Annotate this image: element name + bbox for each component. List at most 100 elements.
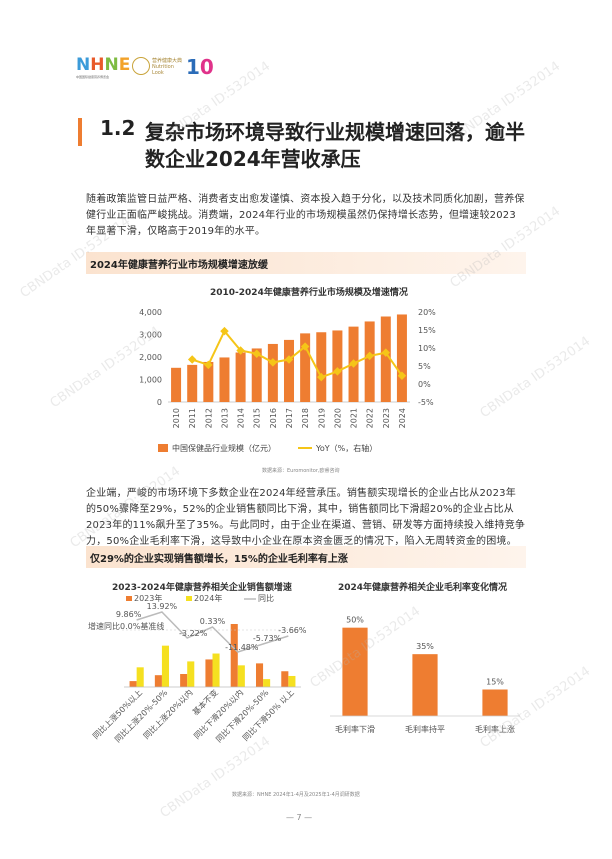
y-right-tick-label: 5% bbox=[418, 362, 431, 371]
sales-bar-2023 bbox=[180, 674, 188, 687]
partner-emblem-icon bbox=[132, 57, 150, 75]
market-size-bar bbox=[267, 343, 278, 402]
legend-swatch-line bbox=[298, 447, 312, 449]
y-right-tick-label: 10% bbox=[418, 344, 436, 353]
nhne-logo-subtitle: 中国国际健康营养博览会 bbox=[76, 75, 110, 79]
nhne-logo: NHNE bbox=[76, 55, 131, 75]
watermark: CBNData ID:532014 bbox=[477, 333, 594, 422]
yoy-point bbox=[236, 346, 245, 355]
yoy-label: -3.22% bbox=[179, 629, 208, 638]
y-left-tick-label: 2,000 bbox=[139, 353, 162, 362]
chart1-source: 数据来源：Euromonitor,欧睿咨询 bbox=[262, 468, 340, 474]
chart3-title: 2024年健康营养相关企业毛利率变化情况 bbox=[338, 583, 508, 593]
yoy-point bbox=[284, 355, 294, 364]
x-tick-label: 2020 bbox=[333, 408, 342, 428]
x-tick-label: 2012 bbox=[204, 408, 213, 428]
x-tick-label: 2022 bbox=[366, 408, 375, 428]
x-tick-label: 2021 bbox=[350, 408, 359, 428]
sales-bar-2023 bbox=[281, 671, 289, 687]
gross-margin-chart: 50% 35% 15% 毛利率下滑 毛利率持平 毛利率上涨 bbox=[330, 616, 520, 734]
yoy-point bbox=[381, 348, 391, 357]
y-left-tick-label: 4,000 bbox=[139, 308, 162, 317]
yoy-point bbox=[397, 371, 407, 380]
yoy-point bbox=[268, 358, 278, 367]
yoy-point bbox=[252, 349, 261, 359]
yoy-label: 9.86% bbox=[116, 610, 142, 619]
sales-bar-2023 bbox=[154, 675, 162, 687]
market-size-bar bbox=[187, 364, 198, 402]
yoy-point bbox=[187, 355, 197, 364]
yoy-point bbox=[317, 372, 326, 382]
x-tick-label: 2010 bbox=[172, 408, 181, 428]
yoy-label: -11.48% bbox=[225, 643, 259, 652]
x-tick-label: 2013 bbox=[220, 408, 229, 428]
yoy-point bbox=[220, 326, 229, 336]
gross-margin-bar bbox=[412, 654, 438, 716]
yoy-label: -3.66% bbox=[278, 626, 306, 635]
market-size-bar bbox=[380, 316, 391, 402]
baseline-annotation: 增速同比0.0%基准线 bbox=[88, 621, 164, 631]
gross-margin-value-label: 35% bbox=[416, 642, 434, 651]
sales-bar-2023 bbox=[205, 659, 213, 687]
yoy-point bbox=[204, 360, 213, 370]
x-tick-label: 2019 bbox=[317, 408, 326, 428]
sales-bar-2024 bbox=[237, 665, 245, 687]
sales-bar-2024 bbox=[263, 679, 271, 687]
market-size-bar bbox=[332, 330, 343, 402]
yoy-point bbox=[333, 367, 342, 376]
x-tick-label: 2024 bbox=[398, 408, 407, 428]
yoy-label: 13.92% bbox=[147, 602, 178, 611]
yoy-line bbox=[136, 611, 289, 653]
market-size-bar bbox=[396, 314, 407, 402]
chart2-banner: 仅29%的企业实现销售额增长，15%的企业毛利率有上涨 bbox=[86, 546, 526, 568]
sales-bar-2024 bbox=[288, 675, 296, 687]
legend-label-2024: 2024年 bbox=[194, 593, 222, 603]
gross-margin-bar bbox=[342, 627, 368, 716]
section-title-line1: 复杂市场环境导致行业规模增速回落，逾半 bbox=[145, 120, 525, 144]
legend-swatch-bar bbox=[158, 444, 168, 452]
page-number-value: 7 bbox=[296, 813, 302, 822]
x-tick-label: 2015 bbox=[253, 408, 262, 428]
page-number: — 7 — bbox=[286, 813, 313, 822]
x-tick-label: 2017 bbox=[285, 408, 294, 428]
enterprise-paragraph: 企业端，严峻的市场环境下多数企业在2024年经营承压。销售额实现增长的企业占比从… bbox=[86, 488, 526, 547]
y-right-tick-label: 15% bbox=[418, 326, 436, 335]
market-size-bar bbox=[235, 352, 246, 402]
sales-bar-2024 bbox=[161, 645, 170, 687]
sales-bar-2023 bbox=[230, 624, 238, 687]
partner-logo-text: 营养健康大典 Nutrition Look bbox=[152, 58, 183, 76]
y-left-tick-label: 3,000 bbox=[139, 331, 162, 340]
legend-label-bar: 中国保健品行业规模（亿元） bbox=[172, 444, 276, 453]
x-tick-label: 2018 bbox=[301, 408, 310, 428]
yoy-label: 0.33% bbox=[200, 617, 226, 626]
legend-label-line: YoY（%，右轴） bbox=[316, 444, 378, 453]
chart1-banner-text: 2024年健康营养行业市场规模增速放缓 bbox=[90, 260, 268, 271]
gross-margin-bar bbox=[482, 689, 508, 716]
sales-bar-2023 bbox=[255, 663, 264, 687]
legend-label-2023: 2023年 bbox=[134, 593, 162, 603]
market-size-bar bbox=[316, 332, 327, 402]
x-tick-label: 2014 bbox=[237, 408, 246, 428]
chart1-title: 2010-2024年健康营养行业市场规模及增速情况 bbox=[210, 288, 408, 298]
legend-label-line: 同比 bbox=[258, 593, 274, 603]
market-size-bar bbox=[364, 321, 375, 402]
market-size-bar bbox=[171, 367, 182, 402]
intro-paragraph: 随着政策监管日益严格、消费者支出愈发谨慎、资本投入趋于分化，以及技术同质化加剧，… bbox=[86, 194, 525, 237]
y-right-tick-label: 20% bbox=[418, 308, 436, 317]
yoy-label: -5.73% bbox=[253, 634, 282, 643]
sales-growth-chart: 2023年 2024年 同比 增速同比0.0%基准线 9.86% 13.92% -3.22… bbox=[88, 593, 306, 744]
yoy-point bbox=[300, 342, 310, 351]
y-right-tick-label: 0% bbox=[418, 380, 431, 389]
x-tick-label: 毛利率上涨 bbox=[475, 724, 515, 734]
market-size-bar bbox=[300, 333, 311, 402]
legend-swatch-2023 bbox=[126, 596, 132, 601]
section-number: 1.2 bbox=[100, 116, 136, 140]
y-left-tick-label: 0 bbox=[157, 398, 162, 407]
x-tick-label: 毛利率持平 bbox=[405, 724, 445, 734]
sales-bar-2024 bbox=[212, 653, 220, 687]
chart2-title: 2023-2024年健康营养相关企业销售额增速 bbox=[112, 583, 292, 593]
y-right-tick-label: -5% bbox=[418, 398, 434, 407]
chart2-source: 数据来源：NHNE 2024年1-4月及2025年1-4月调研数据 bbox=[232, 792, 360, 798]
sales-bar-2023 bbox=[129, 681, 137, 687]
gross-margin-value-label: 50% bbox=[346, 616, 364, 625]
